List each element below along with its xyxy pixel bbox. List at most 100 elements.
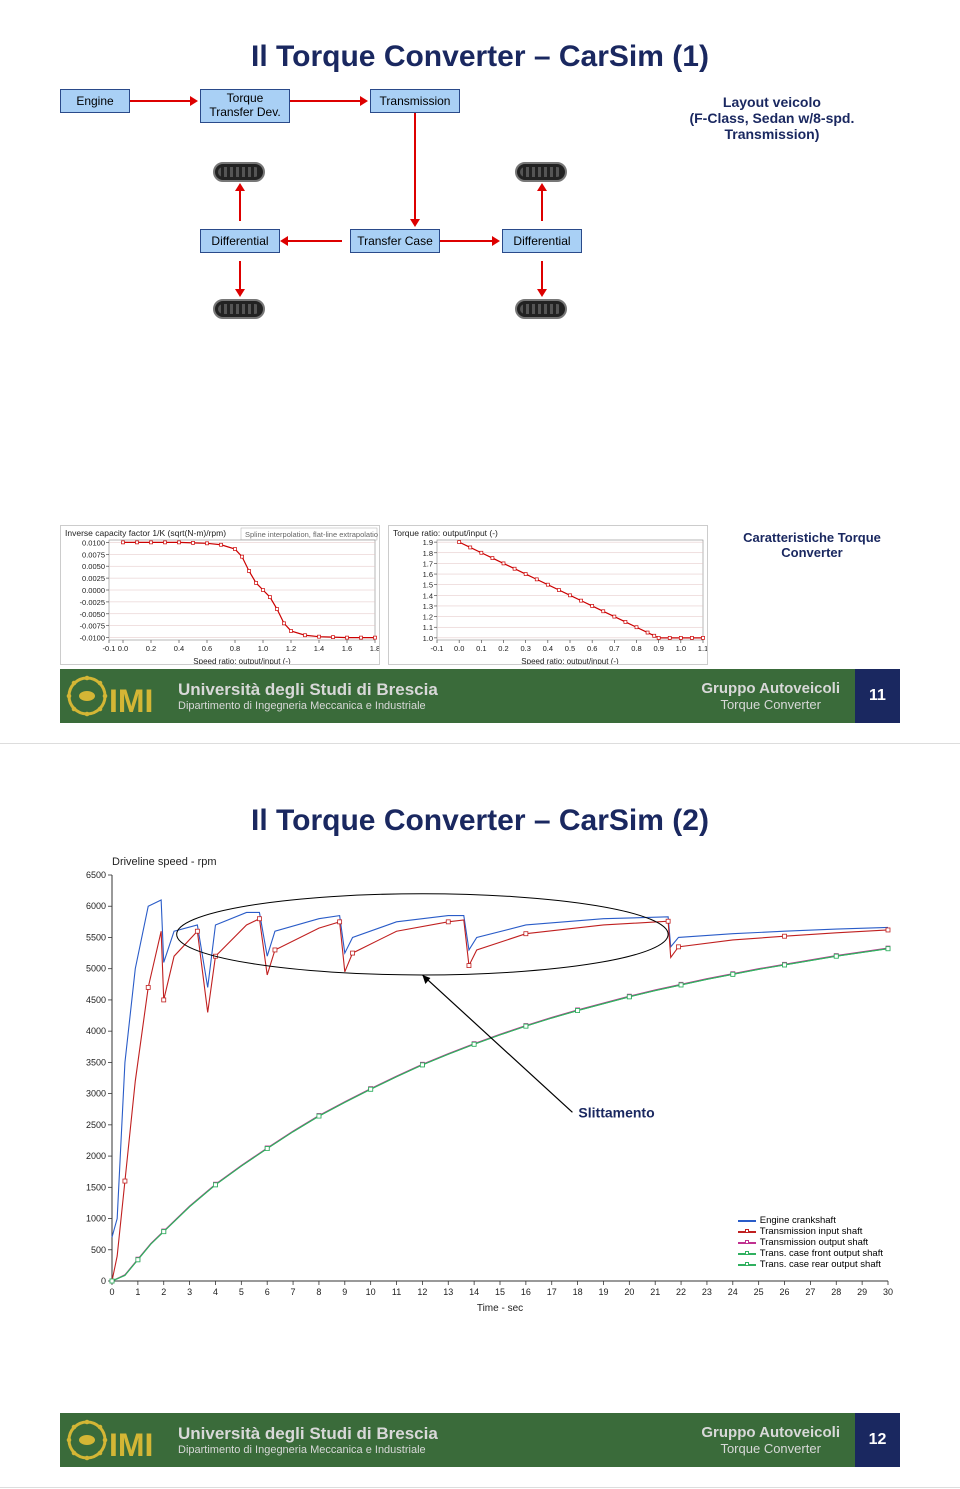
arrow-tcase-diff1 [280, 236, 288, 246]
layout-caption-line1: Layout veicolo [644, 94, 900, 110]
svg-text:0.9: 0.9 [653, 644, 663, 653]
svg-text:-0.1: -0.1 [431, 644, 444, 653]
conn-engine-ttd [130, 100, 192, 102]
svg-text:0.6: 0.6 [587, 644, 597, 653]
slide1-layout-row: Engine Torque Transfer Dev. Transmission… [60, 89, 900, 349]
box-engine: Engine [60, 89, 130, 113]
layout-caption: Layout veicolo (F-Class, Sedan w/8-spd. … [604, 89, 900, 349]
svg-text:-0.0100: -0.0100 [80, 634, 105, 643]
svg-text:1.1: 1.1 [698, 644, 708, 653]
svg-text:IMI: IMI [109, 683, 153, 719]
footer-right-2: Gruppo Autoveicoli Torque Converter 12 [701, 1413, 900, 1467]
tire-rear-right [515, 299, 567, 319]
svg-text:27: 27 [805, 1287, 815, 1297]
svg-text:0.3: 0.3 [520, 644, 530, 653]
svg-text:7: 7 [291, 1287, 296, 1297]
svg-text:-0.0075: -0.0075 [80, 622, 105, 631]
svg-text:0.0000: 0.0000 [82, 586, 105, 595]
svg-text:0.0: 0.0 [118, 644, 128, 653]
svg-text:1.0: 1.0 [423, 634, 433, 643]
svg-text:0: 0 [109, 1287, 114, 1297]
svg-text:26: 26 [780, 1287, 790, 1297]
svg-text:-0.1: -0.1 [103, 644, 116, 653]
svg-text:22: 22 [676, 1287, 686, 1297]
svg-text:Slittamento: Slittamento [578, 1104, 654, 1120]
svg-text:0.2: 0.2 [498, 644, 508, 653]
svg-text:1.1: 1.1 [423, 623, 433, 632]
footer-group-name-2: Gruppo Autoveicoli [701, 1424, 840, 1441]
svg-text:11: 11 [392, 1287, 401, 1297]
svg-text:5000: 5000 [86, 964, 106, 974]
footer-page-number-2: 12 [855, 1413, 900, 1467]
svg-text:4000: 4000 [86, 1026, 106, 1036]
svg-text:0.4: 0.4 [543, 644, 553, 653]
svg-text:20: 20 [624, 1287, 634, 1297]
svg-text:1000: 1000 [86, 1214, 106, 1224]
svg-text:1.4: 1.4 [314, 644, 324, 653]
svg-text:3000: 3000 [86, 1089, 106, 1099]
svg-text:1.2: 1.2 [423, 613, 433, 622]
svg-text:12: 12 [417, 1287, 427, 1297]
carat-caption-text: Caratteristiche Torque Converter [724, 530, 900, 560]
arrow-trans-tcase [410, 219, 420, 227]
slide-footer-2: IMI Università degli Studi di Brescia Di… [60, 1413, 900, 1467]
tire-front-left [213, 162, 265, 182]
svg-text:30: 30 [883, 1287, 893, 1297]
svg-text:15: 15 [495, 1287, 505, 1297]
arrow-diff1-tire-bl [235, 289, 245, 297]
conn-diff2-tire-br [541, 261, 543, 291]
svg-text:1.3: 1.3 [423, 602, 433, 611]
svg-text:25: 25 [754, 1287, 764, 1297]
arrow-engine-ttd [190, 96, 198, 106]
footer-uni-name: Università degli Studi di Brescia [178, 680, 701, 700]
svg-text:-0.0025: -0.0025 [80, 598, 105, 607]
slide-footer: IMI Università degli Studi di Brescia Di… [60, 669, 900, 723]
footer-group: Gruppo Autoveicoli Torque Converter [701, 680, 855, 712]
footer-page-number: 11 [855, 669, 900, 723]
svg-text:1: 1 [135, 1287, 140, 1297]
conn-diff1-tire-tl [239, 191, 241, 221]
svg-text:0: 0 [101, 1276, 106, 1286]
legend-item: Trans. case rear output shaft [738, 1259, 883, 1270]
svg-text:2: 2 [161, 1287, 166, 1297]
svg-text:1.6: 1.6 [342, 644, 352, 653]
arrow-diff2-tire-br [537, 289, 547, 297]
svg-text:-0.0050: -0.0050 [80, 610, 105, 619]
svg-text:4500: 4500 [86, 995, 106, 1005]
svg-text:1.0: 1.0 [258, 644, 268, 653]
svg-text:17: 17 [547, 1287, 557, 1297]
svg-text:14: 14 [469, 1287, 479, 1297]
legend-item: Trans. case front output shaft [738, 1248, 883, 1259]
box-differential-rear: Differential [502, 229, 582, 253]
svg-text:0.6: 0.6 [202, 644, 212, 653]
svg-text:1.8: 1.8 [423, 549, 433, 558]
svg-text:8: 8 [316, 1287, 321, 1297]
svg-text:Driveline speed - rpm: Driveline speed - rpm [112, 856, 217, 868]
svg-text:21: 21 [650, 1287, 660, 1297]
footer-university-2: Università degli Studi di Brescia Dipart… [170, 1424, 701, 1456]
svg-text:Inverse capacity factor 1/K (s: Inverse capacity factor 1/K (sqrt(N-m)/r… [65, 528, 226, 538]
legend-item: Engine crankshaft [738, 1215, 883, 1226]
slide-title: Il Torque Converter – CarSim (1) [60, 40, 900, 74]
footer-dept-name: Dipartimento di Ingegneria Meccanica e I… [178, 700, 701, 712]
torque-converter-char-caption: Caratteristiche Torque Converter [716, 525, 900, 560]
svg-text:Time - sec: Time - sec [477, 1303, 523, 1313]
svg-text:Speed ratio: output/input (-): Speed ratio: output/input (-) [193, 657, 291, 665]
box-transfer-case: Transfer Case [350, 229, 440, 253]
svg-text:0.0075: 0.0075 [82, 550, 105, 559]
svg-text:0.0025: 0.0025 [82, 574, 105, 583]
svg-text:24: 24 [728, 1287, 738, 1297]
svg-text:5500: 5500 [86, 932, 106, 942]
svg-text:0.0: 0.0 [454, 644, 464, 653]
driveline-speed-chart: Driveline speed - rpm0500100015002000250… [60, 853, 900, 1313]
svg-text:5: 5 [239, 1287, 244, 1297]
svg-text:1.7: 1.7 [423, 559, 433, 568]
chart-inverse-capacity: Inverse capacity factor 1/K (sqrt(N-m)/r… [60, 525, 380, 665]
footer-topic-2: Torque Converter [701, 1441, 840, 1456]
arrow-diff2-tire-tr [537, 183, 547, 191]
chart-torque-ratio: Torque ratio: output/input (-)1.91.81.71… [388, 525, 708, 665]
svg-text:6500: 6500 [86, 870, 106, 880]
footer-group-name: Gruppo Autoveicoli [701, 680, 840, 697]
footer-logo: IMI [60, 669, 170, 723]
svg-text:0.2: 0.2 [146, 644, 156, 653]
